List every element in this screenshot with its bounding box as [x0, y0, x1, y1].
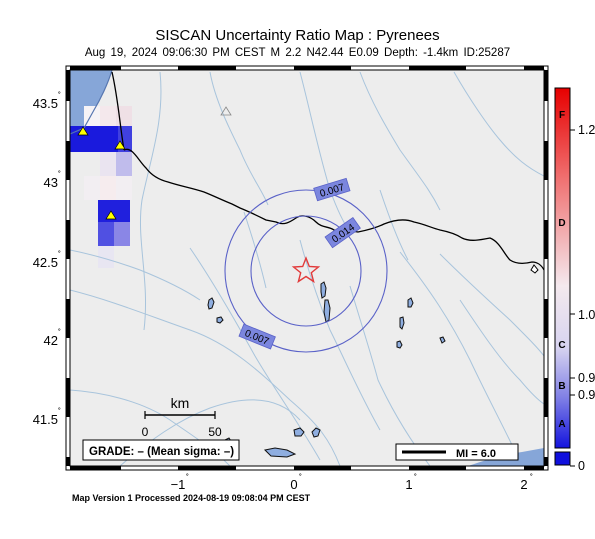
- grade-text: GRADE: – (Mean sigma: –): [89, 446, 234, 458]
- lon-axis-labels: −1 0 1 2 ˚ ˚ ˚ ˚: [171, 473, 533, 492]
- processing-footer: Map Version 1 Processed 2024-08-19 09:08…: [72, 493, 311, 503]
- lat-label: 41.5: [33, 412, 58, 427]
- colorbar-letter: D: [558, 218, 565, 229]
- svg-text:˚: ˚: [58, 250, 61, 260]
- colorbar-gradient: [554, 87, 571, 449]
- svg-text:˚: ˚: [58, 407, 61, 417]
- uncertainty-contours: [224, 189, 388, 353]
- svg-text:˚: ˚: [58, 170, 61, 180]
- colorbar-value: 0.9: [578, 388, 595, 402]
- inactive-station-triangle-icon: [220, 106, 232, 116]
- lat-label: 43: [44, 175, 58, 190]
- scale-bar-start: 0: [142, 425, 149, 439]
- lon-label: 2: [520, 477, 527, 492]
- lon-label: −1: [171, 477, 186, 492]
- svg-text:˚: ˚: [186, 473, 189, 483]
- colorbar-letter: B: [558, 381, 565, 392]
- colorbar-letter: A: [558, 419, 565, 430]
- colorbar-value: 0.9: [578, 371, 595, 385]
- mi-legend: MI = 6.0: [395, 443, 519, 461]
- svg-text:˚: ˚: [58, 91, 61, 101]
- event-summary: Aug 19, 2024 09:06:30 PM CEST M 2.2 N42.…: [84, 47, 511, 59]
- station-triangle-icon: [105, 210, 117, 220]
- svg-text:˚: ˚: [530, 473, 533, 483]
- epicenter-star-icon: [291, 256, 321, 284]
- station-triangle-icon: [114, 140, 126, 150]
- station-triangles: [77, 106, 232, 220]
- scale-bar: km 0 50: [142, 395, 222, 439]
- lat-label: 42.5: [33, 255, 58, 270]
- station-triangle-icon: [77, 126, 89, 136]
- colorbar-letter: C: [558, 340, 565, 351]
- grade-box: GRADE: – (Mean sigma: –): [82, 439, 240, 461]
- coastline: [70, 70, 113, 135]
- lat-axis-labels: 43.5 43 42.5 42 41.5 ˚ ˚ ˚ ˚ ˚: [33, 91, 61, 427]
- colorbar-value: 0: [578, 459, 585, 473]
- scale-bar-end: 50: [208, 425, 222, 439]
- bay-of-biscay: [70, 70, 112, 134]
- svg-text:˚: ˚: [414, 473, 417, 483]
- svg-text:˚: ˚: [299, 473, 302, 483]
- svg-text:˚: ˚: [58, 328, 61, 338]
- colorbar-swatch: [554, 451, 571, 466]
- scale-bar-unit: km: [171, 395, 190, 411]
- lat-label: 43.5: [33, 96, 58, 111]
- colorbar-value: 1.2: [578, 123, 595, 137]
- mi-legend-text: MI = 6.0: [456, 448, 496, 460]
- uncertainty-grid: [70, 106, 132, 268]
- land-area: [70, 70, 544, 466]
- colorbar: F D C B A 1.2 1.0 0.9 0.9 0: [554, 87, 595, 473]
- colorbar-letter: F: [559, 110, 565, 121]
- colorbar-value: 1.0: [578, 308, 595, 322]
- map-title: SISCAN Uncertainty Ratio Map : Pyrenees: [155, 27, 440, 44]
- lon-label: 1: [405, 477, 412, 492]
- map-frame: [65, 65, 549, 471]
- lat-label: 42: [44, 333, 58, 348]
- lon-label: 0: [290, 477, 297, 492]
